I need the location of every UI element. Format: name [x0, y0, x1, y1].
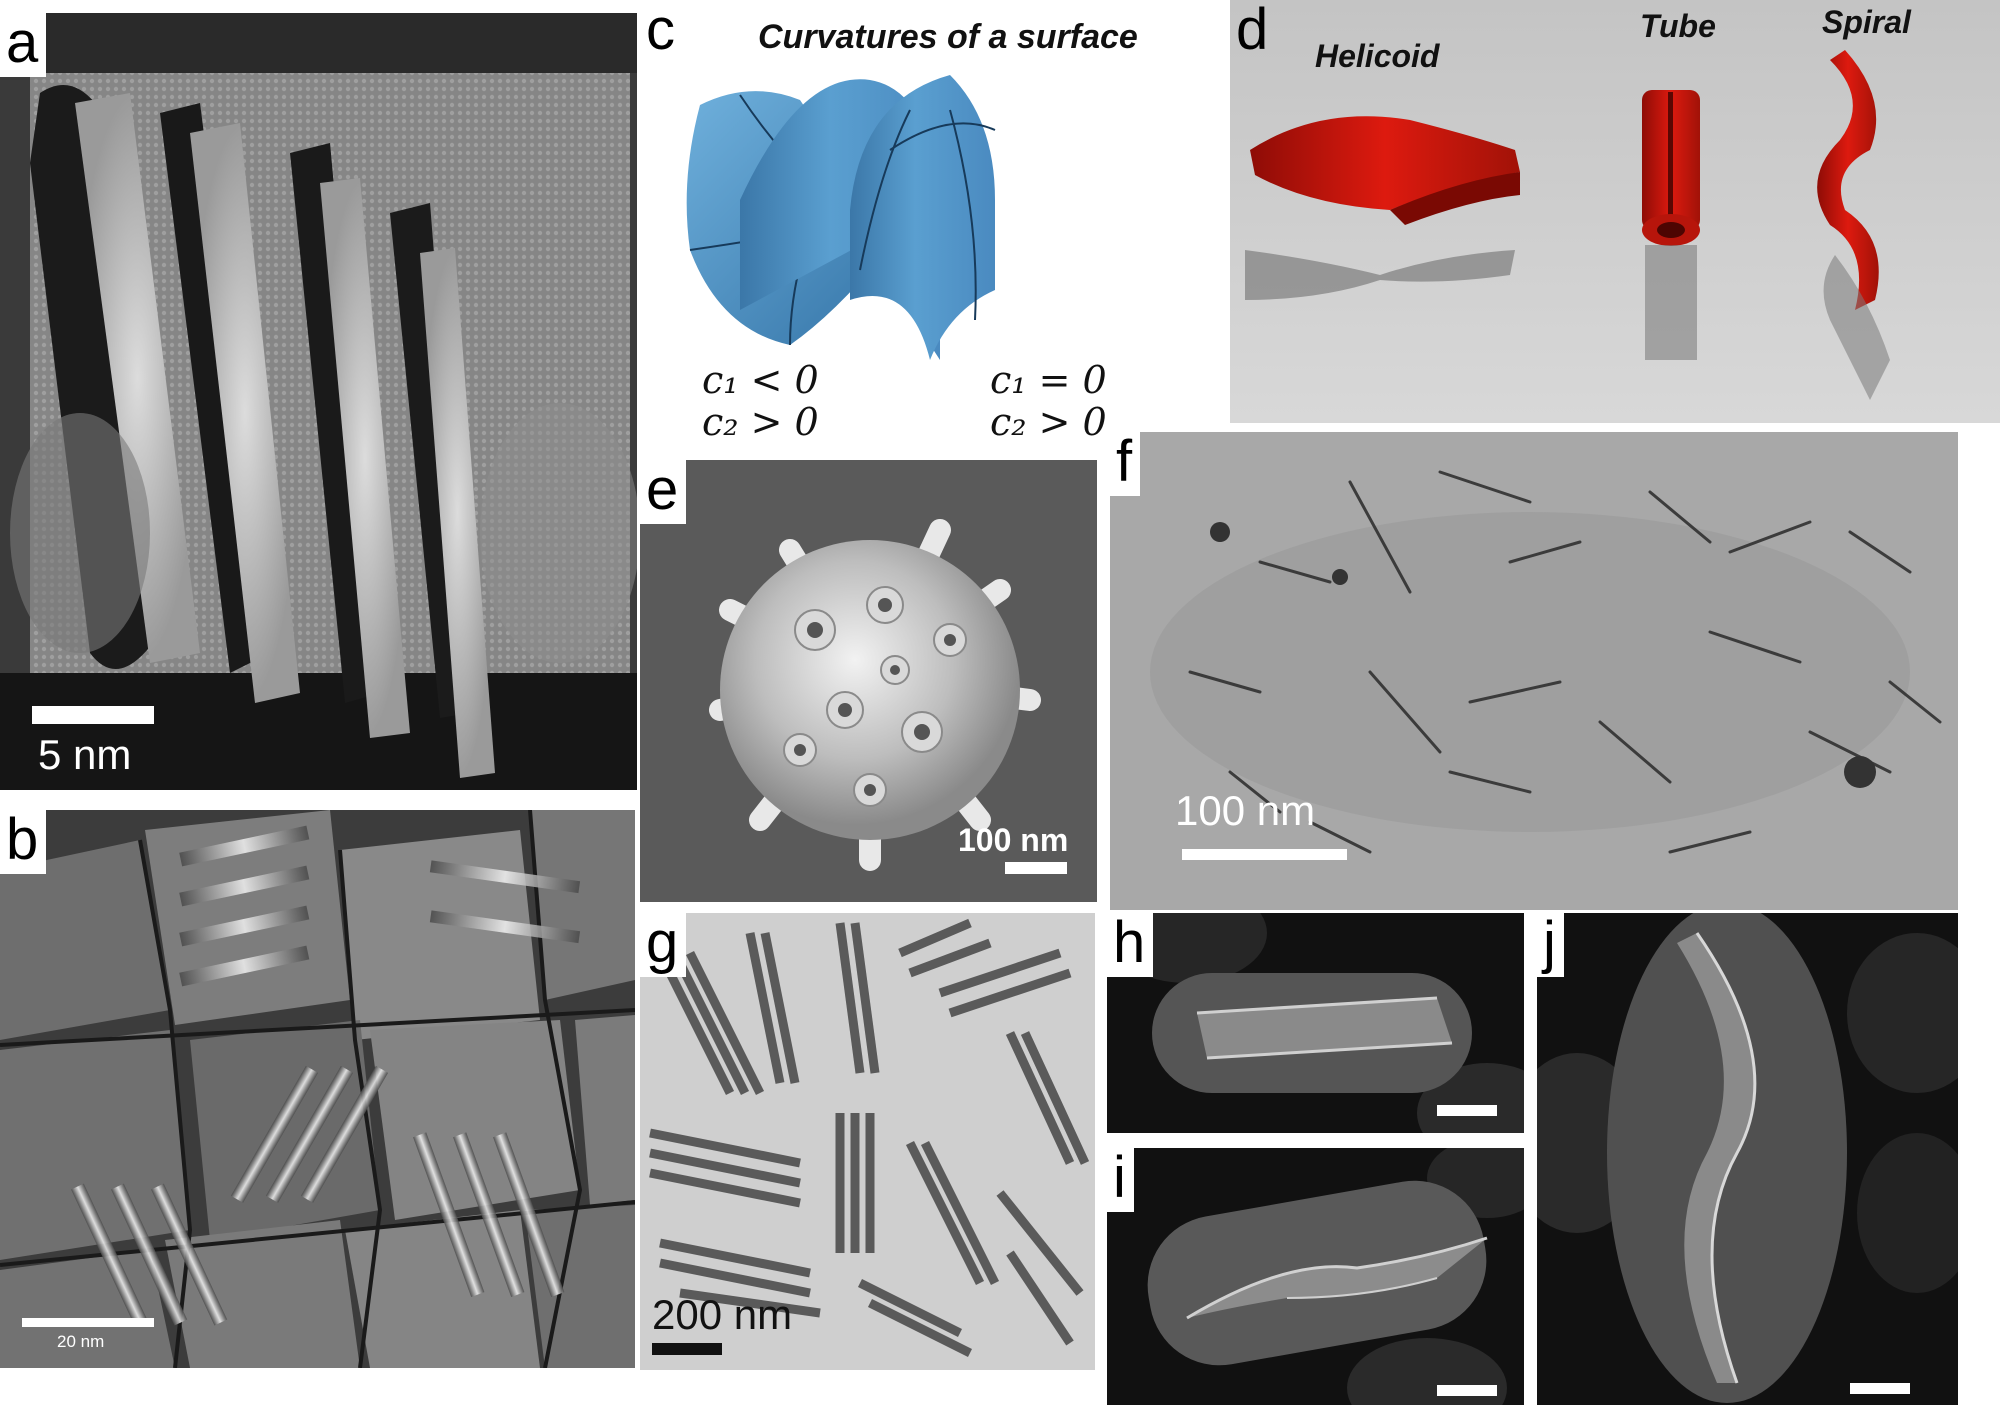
panel-c-right-condition-1: c₁ = 0 — [990, 358, 1107, 402]
panel-e-scale-bar — [1005, 862, 1067, 874]
panel-j-scale-bar — [1850, 1383, 1910, 1394]
panel-c-left-condition-1: c₁ < 0 — [702, 358, 819, 402]
panel-a-scale-label: 5 nm — [38, 731, 132, 778]
panel-a-micrograph — [0, 13, 637, 790]
panel-g-scale-bar — [652, 1343, 722, 1355]
panel-b-scale-bar — [22, 1318, 154, 1327]
panel-f-scale-label: 100 nm — [1175, 787, 1316, 834]
panel-e-label: e — [640, 460, 687, 524]
panel-b-label: b — [0, 810, 47, 874]
panel-f-label: f — [1110, 432, 1141, 496]
panel-a-scale-bar — [32, 706, 154, 724]
panel-e-micrograph — [640, 460, 1097, 902]
panel-c-surfaces — [686, 75, 996, 361]
panel-a-label: a — [0, 13, 47, 77]
panel-c-left-condition-2: c₂ > 0 — [702, 400, 819, 444]
panel-i: i — [1107, 1148, 1524, 1405]
panel-g: g 200 nm — [640, 913, 1095, 1370]
panel-e-scale-label: 100 nm — [958, 822, 1069, 858]
panel-h-scale-bar — [1437, 1105, 1497, 1116]
panel-c-label: c — [640, 0, 683, 64]
panel-g-micrograph — [640, 913, 1095, 1370]
panel-d-label: d — [1236, 0, 1269, 62]
panel-j: j — [1537, 913, 1958, 1405]
panel-h-label: h — [1107, 913, 1154, 977]
panel-b: b 20 nm — [0, 810, 635, 1368]
panel-g-label: g — [640, 913, 687, 977]
panel-c: c Curvatures of a surface c₁ < 0 c₂ > 0 … — [640, 0, 1225, 455]
panel-i-scale-bar — [1437, 1385, 1497, 1396]
panel-g-scale-label: 200 nm — [652, 1291, 793, 1338]
panel-i-label: i — [1107, 1148, 1134, 1212]
panel-b-micrograph — [0, 810, 635, 1368]
panel-j-label: j — [1537, 913, 1564, 977]
panel-i-micrograph — [1107, 1148, 1524, 1405]
panel-d: d Helicoid Tube Spiral — [1230, 0, 2000, 423]
panel-d-spiral-label: Spiral — [1822, 4, 1911, 40]
panel-f-scale-bar — [1182, 849, 1347, 860]
panel-d-helicoid-label: Helicoid — [1315, 38, 1440, 74]
panel-d-tube-label: Tube — [1640, 8, 1716, 44]
panel-j-micrograph — [1537, 913, 1958, 1405]
panel-e: e 100 nm — [640, 460, 1097, 902]
panel-h: h — [1107, 913, 1524, 1133]
panel-a: a 5 nm — [0, 13, 637, 790]
panel-d-renderings — [1230, 0, 2000, 423]
panel-b-scale-label: 20 nm — [57, 1332, 105, 1351]
panel-c-right-condition-2: c₂ > 0 — [990, 400, 1107, 444]
panel-f: f 100 nm — [1110, 432, 1958, 910]
panel-f-micrograph — [1110, 432, 1958, 910]
panel-c-title: Curvatures of a surface — [758, 18, 1138, 56]
panel-h-micrograph — [1107, 913, 1524, 1133]
